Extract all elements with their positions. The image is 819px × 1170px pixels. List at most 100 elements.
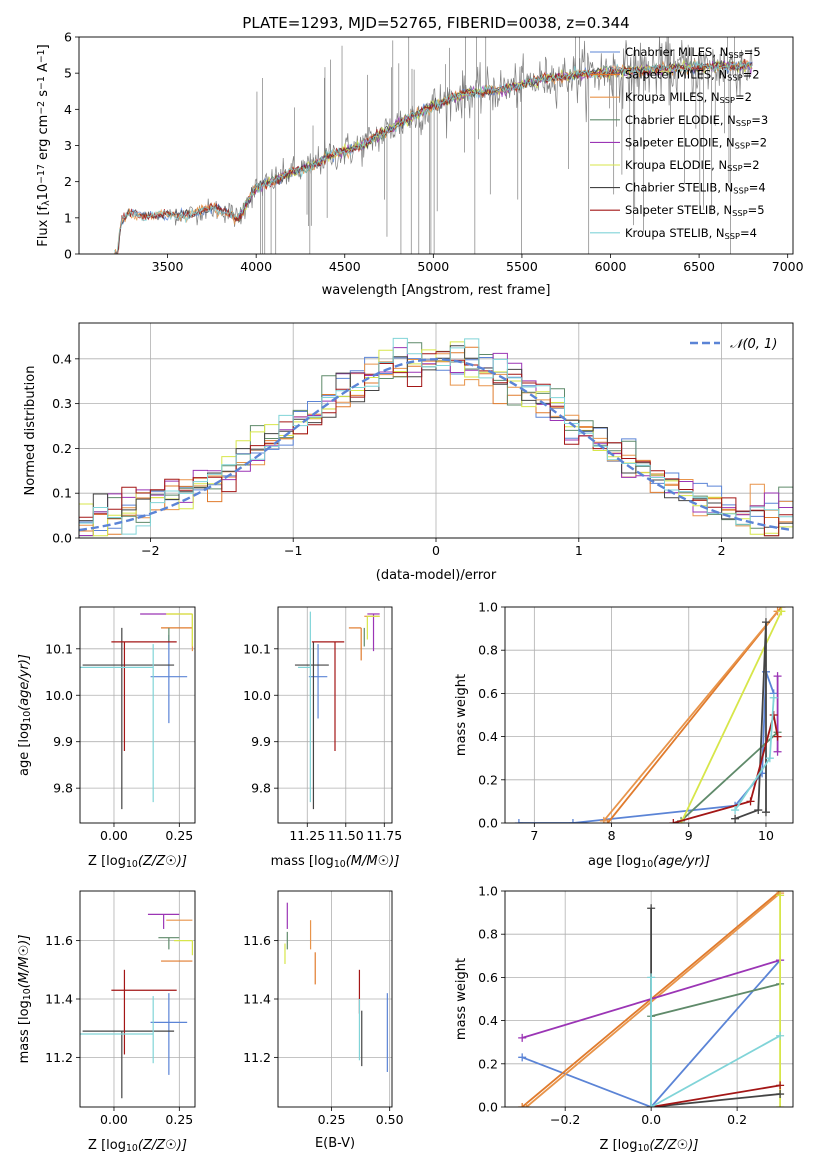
y-axis-label: mass weight — [454, 958, 469, 1040]
y-tick-label: 0.2 — [478, 1056, 498, 1071]
weight-marker — [769, 693, 778, 702]
label-part: =2 — [743, 158, 760, 172]
label-part: 10 — [637, 1143, 649, 1154]
legend-entry: Chabrier ELODIE, NSSP=3 — [625, 113, 768, 128]
legend-entry: Chabrier STELIB, NSSP=4 — [625, 181, 766, 196]
weight-marker — [731, 806, 740, 815]
label-part: =4 — [740, 226, 757, 240]
y-tick-label: 0.6 — [478, 686, 498, 701]
x-axis-label: wavelength [Angstrom, rest frame] — [322, 283, 551, 298]
weight-marker — [776, 1031, 785, 1040]
weight-marker — [776, 1090, 785, 1099]
label-part: −2 — [36, 101, 47, 115]
label-part: =3 — [751, 113, 768, 127]
label-part: Z [log — [600, 1138, 638, 1153]
label-part: 10 — [126, 1143, 138, 1154]
y-tick-label: 11.6 — [243, 933, 271, 948]
label-part: s — [36, 90, 51, 101]
label-part: −1 — [36, 76, 47, 90]
plot-area — [514, 607, 786, 823]
weight-marker — [669, 819, 678, 823]
y-axis-label: mass [log10(M/M☉)] — [17, 935, 33, 1064]
label-part: A — [36, 63, 51, 76]
weight-marker — [647, 973, 656, 982]
x-tick-label: −2 — [141, 543, 159, 558]
weight-marker — [761, 808, 770, 817]
axes-residuals: −2 −1 0 1 2 0.0 0.1 0.2 0.3 0.4 (data-model)/error… — [23, 322, 794, 583]
y-axis-label: mass weight — [454, 674, 469, 756]
label-part: SSP — [732, 208, 747, 218]
weight-marker — [776, 891, 785, 900]
axes-mass-vs-EBV: 0.25 0.50 11.2 11.4 11.6 E(B-V) — [243, 890, 404, 1151]
weight-line-2 — [525, 892, 781, 1107]
y-tick-label: 0.0 — [478, 1100, 498, 1115]
axes-frame — [277, 606, 393, 824]
y-tick-label: 9.8 — [251, 781, 271, 796]
legend-entry: Salpeter MILES, NSSP=2 — [625, 68, 760, 83]
label-part: SSP — [728, 50, 743, 60]
label-part: SSP — [736, 118, 751, 128]
y-tick-label: 3 — [64, 138, 72, 153]
axes-spectrum: 3500 4000 4500 5000 5500 6000 6500 7000 0 1 2 3 4 5 6 w… — [36, 30, 804, 299]
plot-area — [80, 913, 193, 1099]
weight-line-0 — [518, 671, 775, 823]
legend-entry: Salpeter STELIB, NSSP=5 — [625, 203, 765, 218]
weight-marker — [731, 814, 740, 823]
x-tick-label: 4000 — [240, 259, 272, 274]
label-part: Chabrier MILES, N — [625, 45, 728, 59]
legend-entry: Kroupa STELIB, NSSP=4 — [625, 226, 757, 241]
x-tick-label: 7 — [530, 828, 538, 843]
y-tick-label: 0.6 — [478, 970, 498, 985]
label-part: SSP — [733, 186, 748, 196]
y-tick-label: 6 — [64, 30, 72, 45]
weight-marker — [769, 711, 778, 719]
weight-line-6 — [734, 622, 767, 820]
label-part: Kroupa MILES, N — [625, 90, 720, 104]
weight-line-3 — [650, 983, 781, 1018]
weight-marker — [773, 672, 782, 681]
normal-curve — [79, 358, 793, 532]
weight-marker — [746, 797, 755, 806]
label-part: =5 — [744, 45, 761, 59]
plot-area — [79, 337, 793, 538]
y-tick-label: 2 — [64, 174, 72, 189]
x-axis-label: Z [log10(Z/Z☉)] — [88, 854, 187, 870]
x-tick-label: 0 — [432, 543, 440, 558]
label-part: SSP — [725, 231, 740, 241]
label-part: (age/yr)] — [17, 654, 32, 711]
legend-entry: 𝒩(0, 1) — [730, 337, 777, 352]
y-axis-label: age [log10(age/yr)] — [17, 654, 33, 776]
weight-marker — [773, 747, 782, 756]
weight-marker — [773, 732, 782, 741]
label-part: 10 — [22, 988, 33, 1000]
label-part: SSP — [727, 163, 742, 173]
y-tick-label: 0.2 — [478, 772, 498, 787]
weight-line-8 — [650, 977, 781, 1107]
x-axis-label: E(B-V) — [315, 1136, 355, 1151]
x-tick-label: 0.25 — [165, 1112, 193, 1127]
label-part: =2 — [743, 68, 760, 82]
label-part: age [log — [17, 723, 32, 776]
histogram-7 — [79, 351, 793, 538]
y-tick-label: 0.1 — [52, 486, 72, 501]
x-tick-label: 5000 — [417, 259, 449, 274]
weight-marker — [776, 1081, 785, 1090]
y-tick-label: 11.2 — [45, 1050, 73, 1065]
axes-frame — [79, 606, 196, 824]
label-part: erg cm — [36, 115, 51, 164]
x-tick-label: 6000 — [595, 259, 627, 274]
x-axis-label: age [log10(age/yr)] — [588, 854, 710, 870]
label-part: 10 — [334, 859, 346, 870]
axes-frame — [79, 890, 196, 1108]
weight-marker — [777, 607, 786, 616]
label-part: 10 — [641, 859, 653, 870]
label-part: =2 — [735, 90, 752, 104]
label-part: SSP — [727, 73, 742, 83]
y-tick-label: 10.0 — [243, 688, 271, 703]
y-tick-label: 10.1 — [45, 641, 73, 656]
y-tick-label: 5 — [64, 66, 72, 81]
weight-marker — [518, 1033, 527, 1042]
axes-frame — [78, 36, 794, 255]
x-tick-label: 7000 — [772, 259, 804, 274]
